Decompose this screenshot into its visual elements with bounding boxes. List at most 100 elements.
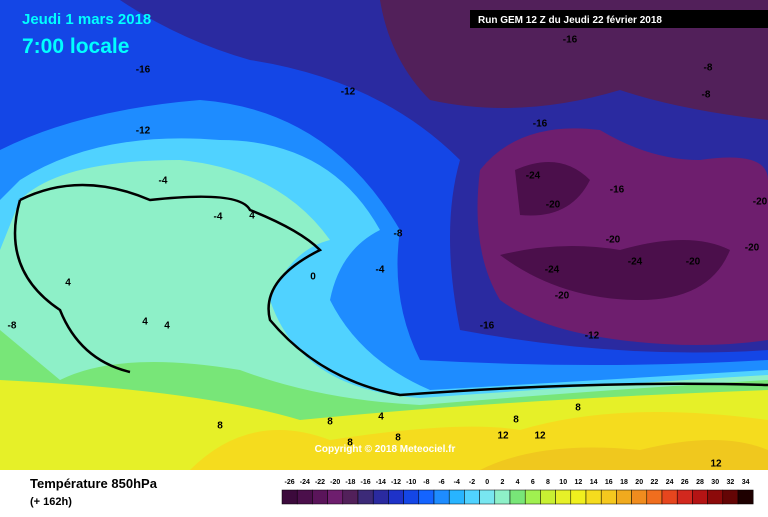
- colorbar-tick-label: 2: [500, 479, 504, 486]
- colorbar-swatch: [692, 490, 707, 504]
- colorbar-swatch: [647, 490, 662, 504]
- contour-label: -16: [563, 35, 578, 46]
- contour-label: -4: [159, 176, 168, 187]
- colorbar-swatch: [343, 490, 358, 504]
- colorbar-tick-label: -18: [345, 479, 355, 486]
- contour-label: 4: [142, 317, 148, 328]
- colorbar-swatch: [525, 490, 540, 504]
- contour-label: 8: [327, 417, 333, 428]
- colorbar-tick-label: -2: [469, 479, 475, 486]
- colorbar-swatch: [616, 490, 631, 504]
- contour-label: -24: [526, 171, 541, 182]
- colorbar-tick-label: -8: [423, 479, 429, 486]
- colorbar-swatch: [556, 490, 571, 504]
- colorbar-swatch: [297, 490, 312, 504]
- colorbar-tick-label: -24: [300, 479, 310, 486]
- colorbar-swatch: [434, 490, 449, 504]
- colorbar-swatch: [328, 490, 343, 504]
- contour-label: 8: [217, 421, 223, 432]
- colorbar-swatch: [373, 490, 388, 504]
- contour-label: -20: [555, 291, 570, 302]
- colorbar-tick-label: -10: [406, 479, 416, 486]
- contour-label: -8: [394, 229, 403, 240]
- colorbar-tick-label: -26: [285, 479, 295, 486]
- colorbar-swatch: [601, 490, 616, 504]
- colorbar-tick-label: -6: [438, 479, 444, 486]
- date: Jeudi 1 mars 2018: [22, 11, 151, 28]
- colorbar-tick-label: 12: [575, 479, 583, 486]
- colorbar-swatch: [662, 490, 677, 504]
- colorbar-swatch: [495, 490, 510, 504]
- colorbar-swatch: [738, 490, 753, 504]
- colorbar-tick-label: 28: [696, 479, 704, 486]
- colorbar-tick-label: -16: [361, 479, 371, 486]
- colorbar-swatch: [571, 490, 586, 504]
- contour-label: 0: [310, 272, 316, 283]
- contour-label: -16: [610, 185, 625, 196]
- colorbar-tick-label: 4: [516, 479, 520, 486]
- contour-label: -12: [585, 331, 600, 342]
- contour-label: 8: [395, 433, 401, 444]
- colorbar-tick-label: -12: [391, 479, 401, 486]
- colorbar-swatch: [449, 490, 464, 504]
- contour-label: 4: [249, 211, 255, 222]
- colorbar-swatch: [586, 490, 601, 504]
- colorbar-tick-label: 20: [635, 479, 643, 486]
- colorbar-swatch: [723, 490, 738, 504]
- footer-lead: (+ 162h): [30, 496, 72, 508]
- colorbar-tick-label: 34: [742, 479, 750, 486]
- contour-label: -4: [214, 212, 223, 223]
- colorbar-swatch: [708, 490, 723, 504]
- colorbar-tick-label: 32: [727, 479, 735, 486]
- colorbar-swatch: [312, 490, 327, 504]
- colorbar-swatch: [419, 490, 434, 504]
- colorbar-tick-label: 10: [559, 479, 567, 486]
- contour-label: -20: [745, 243, 760, 254]
- contour-label: -24: [545, 265, 560, 276]
- cold-zone: [478, 128, 768, 345]
- colorbar-tick-label: -4: [454, 479, 460, 486]
- colorbar-swatch: [510, 490, 525, 504]
- colorbar-tick-label: 16: [605, 479, 613, 486]
- contour-label: -8: [8, 321, 17, 332]
- colorbar-tick-label: 24: [666, 479, 674, 486]
- contour-label: -20: [546, 200, 561, 211]
- colorbar-tick-label: 8: [546, 479, 550, 486]
- contour-label: -8: [704, 63, 713, 74]
- colorbar-swatch: [677, 490, 692, 504]
- colorbar-tick-label: 18: [620, 479, 628, 486]
- contour-label: -12: [341, 87, 356, 98]
- copyright: Copyright © 2018 Meteociel.fr: [315, 444, 456, 455]
- contour-label: 8: [575, 403, 581, 414]
- contour-label: 4: [65, 278, 71, 289]
- contour-label: -16: [533, 119, 548, 130]
- colorbar-swatch: [282, 490, 297, 504]
- colorbar-tick-label: -22: [315, 479, 325, 486]
- contour-label: -20: [686, 257, 701, 268]
- colorbar-swatch: [632, 490, 647, 504]
- colorbar-tick-label: 14: [590, 479, 598, 486]
- colorbar-tick-label: 6: [531, 479, 535, 486]
- contour-label: -20: [606, 235, 621, 246]
- contour-label: 4: [378, 412, 384, 423]
- contour-label: 4: [164, 321, 170, 332]
- contour-label: 12: [534, 431, 546, 442]
- colorbar-tick-label: 30: [711, 479, 719, 486]
- contour-label: -8: [702, 90, 711, 101]
- colorbar-swatch: [540, 490, 555, 504]
- colorbar-swatch: [404, 490, 419, 504]
- run: Run GEM 12 Z du Jeudi 22 février 2018: [478, 15, 662, 26]
- contour-label: -24: [628, 257, 643, 268]
- colorbar-tick-label: 22: [651, 479, 659, 486]
- footer-title: Température 850hPa: [30, 476, 158, 491]
- colorbar-swatch: [480, 490, 495, 504]
- colorbar-tick-label: -14: [376, 479, 386, 486]
- colorbar-tick-label: -20: [330, 479, 340, 486]
- colorbar-swatch: [388, 490, 403, 504]
- contour-label: -12: [136, 126, 151, 137]
- contour-label: -20: [753, 197, 768, 208]
- contour-label: 12: [710, 459, 722, 470]
